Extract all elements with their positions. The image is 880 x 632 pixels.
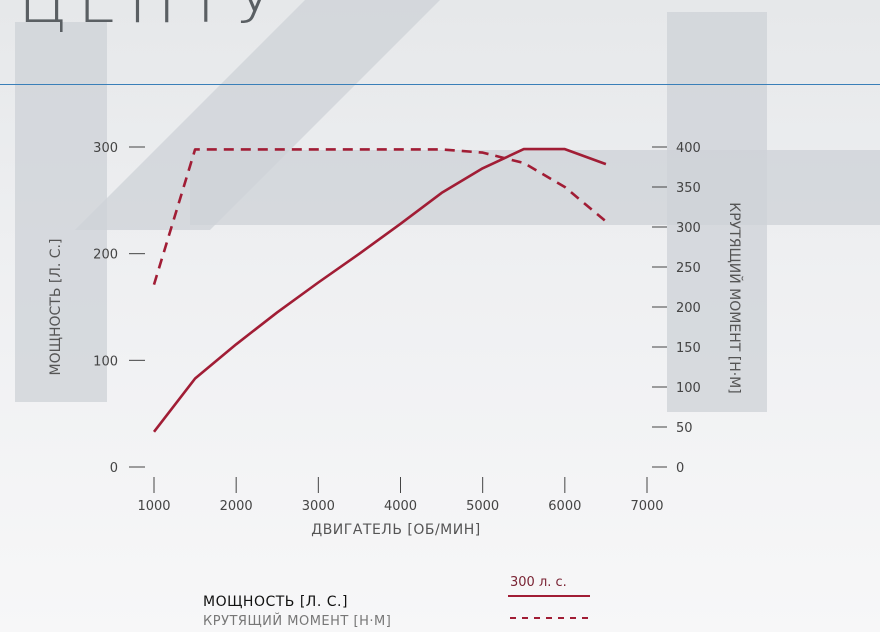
x-tick-label: 4000	[384, 499, 417, 514]
y-tick-label: 0	[110, 461, 118, 476]
right-axis-label: КРУТЯЩИЙ МОМЕНТ [Н·М]	[726, 202, 744, 393]
watermark-bar-left	[15, 22, 107, 402]
legend-torque-label: КРУТЯЩИЙ МОМЕНТ [Н·М]	[203, 614, 392, 629]
x-tick-label: 5000	[466, 499, 499, 514]
y2-tick-label: 0	[676, 461, 684, 476]
header-rule	[0, 84, 880, 85]
x-tick-label: 2000	[220, 499, 253, 514]
legend-power-label: МОЩНОСТЬ [Л. С.]	[203, 594, 348, 610]
series-group	[152, 147, 607, 433]
y2-tick-label: 200	[676, 301, 701, 316]
x-tick-label: 1000	[137, 499, 170, 514]
y2-tick-label: 150	[676, 341, 701, 356]
x-tick-label: 3000	[302, 499, 335, 514]
watermark-diagonal	[75, 0, 440, 230]
x-axis-label: ДВИГАТЕЛЬ [ОБ/МИН]	[311, 522, 480, 538]
legend-power-note: 300 л. с.	[510, 575, 567, 590]
y2-tick-label: 400	[676, 141, 701, 156]
x-tick-label: 7000	[630, 499, 663, 514]
y2-tick-label: 250	[676, 261, 701, 276]
page-title-fragment: ЦЕНТУ	[18, 0, 285, 38]
y2-tick-label: 300	[676, 221, 701, 236]
y-tick-label: 100	[93, 354, 118, 369]
left-axis-label: МОЩНОСТЬ [Л. С.]	[48, 239, 64, 376]
watermark-bar-right	[667, 12, 767, 412]
y2-tick-label: 100	[676, 381, 701, 396]
power-series-line	[152, 147, 607, 433]
x-tick-label: 6000	[548, 499, 581, 514]
y-tick-label: 200	[93, 248, 118, 263]
y2-tick-label: 50	[676, 421, 693, 436]
y-tick-label: 300	[93, 141, 118, 156]
y2-tick-label: 350	[676, 181, 701, 196]
torque-series-line	[152, 148, 607, 285]
